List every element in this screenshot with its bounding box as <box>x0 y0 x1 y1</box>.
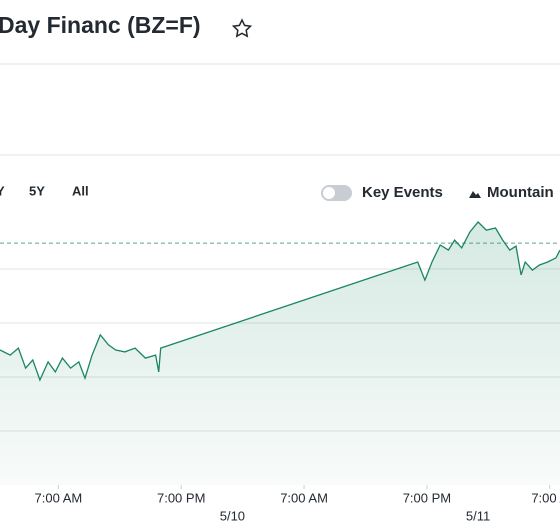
x-tick-label: 7:00 AM <box>280 490 328 505</box>
key-events-label[interactable]: Key Events <box>362 184 443 201</box>
page-title: Day Financ (BZ=F) <box>0 12 201 38</box>
x-tick-label: 7:00 PM <box>403 490 451 505</box>
date-tick-label: 5/10 <box>220 508 245 523</box>
plot: 7:00 AM 7:00 PM 7:00 AM 7:00 PM 7:00 A 5/10 5/… <box>0 221 560 523</box>
chart-style-label[interactable]: Mountain <box>487 184 554 201</box>
price-line <box>0 221 560 382</box>
x-tick-label: 7:00 PM <box>157 490 205 505</box>
area <box>0 222 560 485</box>
date-tick-label: 5/11 <box>466 508 490 523</box>
range-button[interactable]: All <box>72 183 89 198</box>
range-button[interactable]: 5Y <box>29 183 45 198</box>
x-tick-label: 7:00 AM <box>35 490 83 505</box>
toggle-knob <box>323 187 335 199</box>
range-button[interactable]: Y <box>0 183 5 198</box>
x-tick-label: 7:00 A <box>531 490 560 505</box>
watchlist-star[interactable] <box>231 18 253 38</box>
mountain-icon <box>469 191 481 198</box>
